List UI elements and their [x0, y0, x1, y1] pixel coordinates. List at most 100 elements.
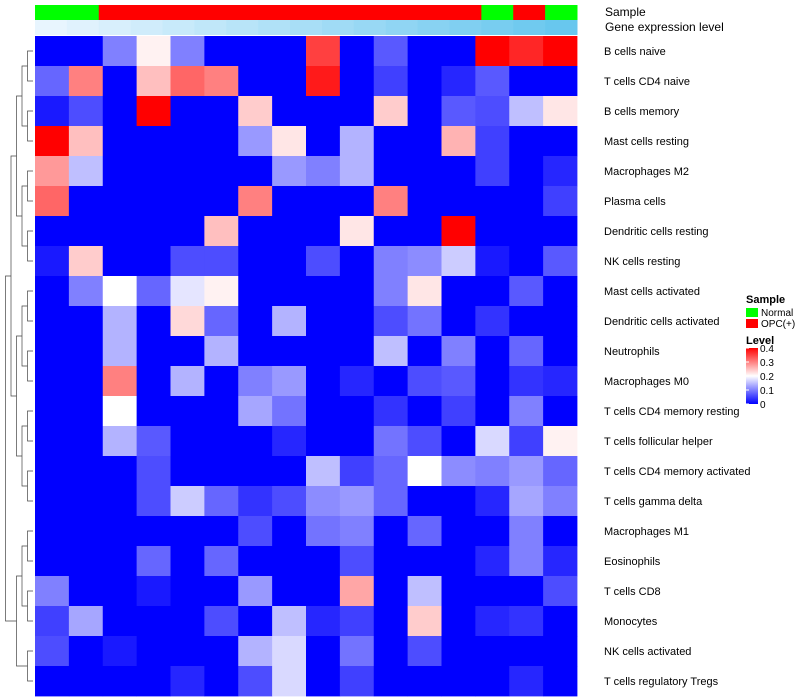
- heatmap-cell: [35, 546, 70, 577]
- dendrogram-branch: [21, 185, 28, 247]
- heatmap-cell: [102, 36, 138, 67]
- heatmap-cell: [35, 636, 70, 667]
- heatmap-cell: [68, 576, 104, 607]
- heatmap-cell: [407, 366, 442, 397]
- heatmap-cell: [170, 306, 205, 337]
- heatmap-cell: [204, 186, 239, 217]
- heatmap-cell: [407, 576, 442, 607]
- heatmap-cell: [35, 216, 70, 247]
- expression-annotation-cell: [98, 20, 132, 35]
- heatmap-cell: [339, 96, 375, 127]
- heatmap-cell: [170, 546, 205, 577]
- heatmap-cell: [170, 36, 205, 67]
- heatmap-cell: [543, 186, 578, 217]
- heatmap-cell: [35, 96, 70, 127]
- dendrogram-branch: [16, 335, 22, 457]
- dendrogram-branch: [21, 545, 28, 607]
- heatmap-cell: [136, 126, 171, 157]
- heatmap-cell: [475, 126, 510, 157]
- heatmap-cell: [475, 636, 510, 667]
- heatmap-cell: [272, 276, 307, 307]
- heatmap-cell: [170, 276, 205, 307]
- row-label: NK cells resting: [604, 256, 680, 268]
- sample-annotation-cell: [130, 5, 164, 20]
- heatmap-cell: [272, 606, 307, 637]
- legend-swatch-normal: [746, 308, 758, 317]
- heatmap-cell: [272, 66, 307, 97]
- heatmap-cell: [170, 66, 205, 97]
- expression-annotation-cell: [545, 20, 578, 35]
- heatmap-cell: [238, 636, 273, 667]
- heatmap-cell: [238, 426, 273, 457]
- expression-annotation-cell: [481, 20, 514, 35]
- heatmap-cell: [509, 246, 544, 277]
- heatmap-cell: [475, 246, 510, 277]
- heatmap-cell: [102, 246, 138, 277]
- heatmap-cell: [306, 396, 341, 427]
- row-label: Dendritic cells activated: [604, 316, 720, 328]
- heatmap-cell: [543, 306, 578, 337]
- heatmap-cell: [509, 186, 544, 217]
- heatmap-cell: [373, 246, 409, 277]
- heatmap-cell: [35, 246, 70, 277]
- expression-annotation-cell: [130, 20, 164, 35]
- heatmap-cell: [68, 246, 104, 277]
- heatmap-cell: [306, 546, 341, 577]
- dendrogram-branch: [5, 275, 17, 622]
- annotation-labels: Sample Gene expression level: [605, 5, 724, 34]
- heatmap-cell: [204, 126, 239, 157]
- heatmap-cell: [475, 486, 510, 517]
- heatmap-cell: [509, 426, 544, 457]
- heatmap-cell: [272, 366, 307, 397]
- sample-annotation-cell: [226, 5, 259, 20]
- heatmap-cell: [68, 66, 104, 97]
- heatmap-cell: [407, 306, 442, 337]
- heatmap-cell: [407, 36, 442, 67]
- heatmap-cell: [306, 516, 341, 547]
- sample-annotation-cell: [35, 5, 68, 20]
- heatmap-cell: [136, 516, 171, 547]
- heatmap-cell: [102, 366, 138, 397]
- heatmap-cell: [441, 96, 476, 127]
- heatmap-cell: [68, 606, 104, 637]
- expression-annotation-cell: [258, 20, 291, 35]
- heatmap-cell: [204, 36, 239, 67]
- heatmap-cell: [509, 126, 544, 157]
- heatmap-cell: [272, 666, 307, 697]
- heatmap-cell: [441, 546, 476, 577]
- heatmap-cell: [68, 636, 104, 667]
- heatmap-cell: [272, 216, 307, 247]
- heatmap-cell: [170, 666, 205, 697]
- heatmap-cell: [170, 246, 205, 277]
- heatmap-cell: [543, 216, 578, 247]
- heatmap-cell: [68, 306, 104, 337]
- row-label: Plasma cells: [604, 196, 666, 208]
- heatmap-cell: [509, 36, 544, 67]
- heatmap-cell: [306, 336, 341, 367]
- heatmap-cell: [68, 366, 104, 397]
- heatmap-cell: [306, 66, 341, 97]
- dendrogram-branch: [27, 650, 33, 682]
- heatmap-cell: [204, 216, 239, 247]
- heatmap-cell: [475, 456, 510, 487]
- heatmap-cell: [136, 546, 171, 577]
- heatmap-cell: [136, 156, 171, 187]
- heatmap-cell: [543, 276, 578, 307]
- heatmap-cell: [373, 396, 409, 427]
- sample-annotation-cell: [417, 5, 450, 20]
- heatmap-cell: [373, 66, 409, 97]
- row-label: Dendritic cells resting: [604, 226, 709, 238]
- heatmap-cell: [35, 186, 70, 217]
- heatmap-cell: [306, 156, 341, 187]
- heatmap-cell: [306, 186, 341, 217]
- heatmap-cell: [339, 336, 375, 367]
- heatmap-cell: [543, 96, 578, 127]
- heatmap-cell: [373, 456, 409, 487]
- heatmap-cell: [306, 126, 341, 157]
- heatmap-cell: [35, 276, 70, 307]
- heatmap-cell: [339, 246, 375, 277]
- heatmap-cell: [136, 216, 171, 247]
- heatmap-cell: [441, 66, 476, 97]
- heatmap-cell: [102, 666, 138, 697]
- heatmap-cell: [68, 36, 104, 67]
